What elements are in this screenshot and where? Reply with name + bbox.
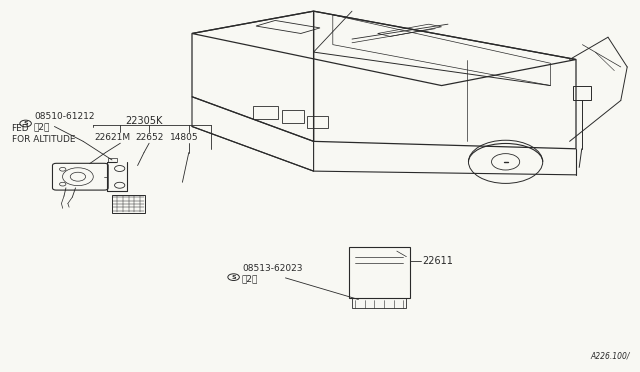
Text: S: S — [23, 121, 28, 126]
Text: 22611: 22611 — [422, 256, 453, 266]
Bar — [349, 247, 410, 298]
Text: FED
FOR ALTITUDE: FED FOR ALTITUDE — [12, 124, 75, 144]
Bar — [307, 116, 328, 128]
Text: 14805: 14805 — [170, 133, 198, 142]
Text: 08510-61212
（2）: 08510-61212 （2） — [34, 112, 95, 131]
Bar — [573, 86, 591, 100]
Text: A226.100/: A226.100/ — [591, 352, 630, 361]
Bar — [282, 110, 304, 123]
Text: S: S — [231, 275, 236, 280]
Text: 22305K: 22305K — [125, 116, 162, 126]
Bar — [352, 298, 406, 308]
Bar — [253, 106, 278, 119]
Text: 08513-62023
（2）: 08513-62023 （2） — [242, 264, 303, 283]
Text: 22652: 22652 — [136, 133, 164, 142]
Bar — [112, 195, 145, 213]
Text: 22621M: 22621M — [95, 133, 131, 142]
Bar — [108, 158, 117, 162]
